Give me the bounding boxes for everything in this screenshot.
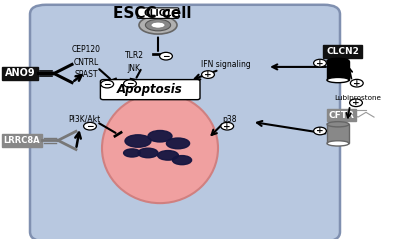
Text: +: + <box>353 79 361 88</box>
Text: −: − <box>162 52 170 61</box>
Text: +: + <box>204 70 212 79</box>
Text: +: + <box>223 122 231 131</box>
Text: ESCC cell: ESCC cell <box>113 6 191 21</box>
Text: TLR2
JNK: TLR2 JNK <box>124 51 144 73</box>
Text: CLCN2: CLCN2 <box>326 47 359 56</box>
Ellipse shape <box>139 16 177 34</box>
Ellipse shape <box>166 138 190 149</box>
Text: +: + <box>352 98 360 107</box>
Ellipse shape <box>327 77 349 83</box>
Ellipse shape <box>148 130 172 142</box>
Text: IFN signaling: IFN signaling <box>201 60 251 69</box>
Text: CEP120
CNTRL
SPAST: CEP120 CNTRL SPAST <box>72 45 100 79</box>
Circle shape <box>350 99 362 107</box>
Circle shape <box>101 80 114 88</box>
Bar <box>327 109 356 121</box>
Circle shape <box>202 71 214 78</box>
Ellipse shape <box>327 141 349 146</box>
Text: LRRC8A: LRRC8A <box>4 136 40 145</box>
Text: ANO9: ANO9 <box>5 69 35 78</box>
Ellipse shape <box>138 148 158 158</box>
Text: −: − <box>104 80 111 89</box>
Circle shape <box>160 52 172 60</box>
Text: −: − <box>126 79 134 88</box>
Circle shape <box>314 127 326 135</box>
Circle shape <box>84 122 96 130</box>
Text: Apoptosis: Apoptosis <box>117 83 183 96</box>
Ellipse shape <box>146 19 170 31</box>
Ellipse shape <box>327 122 349 127</box>
Text: +: + <box>316 59 324 68</box>
Text: p38: p38 <box>223 115 237 124</box>
Text: PI3K/Akt: PI3K/Akt <box>68 115 100 124</box>
FancyBboxPatch shape <box>30 5 340 239</box>
Circle shape <box>221 122 234 130</box>
FancyBboxPatch shape <box>100 80 200 100</box>
Ellipse shape <box>151 22 165 28</box>
Text: CLIC1: CLIC1 <box>144 9 172 18</box>
Circle shape <box>124 80 136 87</box>
Bar <box>327 124 349 143</box>
Ellipse shape <box>125 135 151 147</box>
Text: Lubiprostone: Lubiprostone <box>334 95 382 101</box>
Bar <box>2 134 42 147</box>
Ellipse shape <box>172 156 192 165</box>
Bar <box>2 67 38 80</box>
Bar <box>323 45 362 58</box>
Circle shape <box>350 79 363 87</box>
Circle shape <box>314 59 326 67</box>
Text: +: + <box>316 126 324 136</box>
Ellipse shape <box>158 151 178 160</box>
Ellipse shape <box>102 93 218 203</box>
FancyBboxPatch shape <box>137 8 179 18</box>
Ellipse shape <box>327 58 349 64</box>
Bar <box>327 61 349 80</box>
Text: CFTR: CFTR <box>329 111 354 120</box>
Text: −: − <box>86 122 94 131</box>
Ellipse shape <box>124 149 140 157</box>
